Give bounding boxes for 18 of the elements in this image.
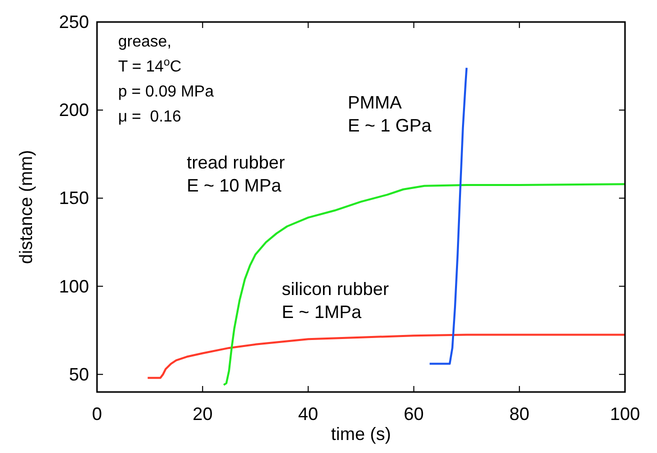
y-tick-label: 100 (58, 276, 89, 296)
y-tick-label: 150 (58, 188, 89, 208)
x-tick-label: 80 (509, 404, 530, 424)
x-tick-label: 100 (610, 404, 640, 424)
series-label: silicon rubber E ~ 1MPa (282, 279, 389, 322)
x-tick-label: 20 (192, 404, 213, 424)
x-tick-label: 40 (298, 404, 318, 424)
y-axis-title: distance (mm) (16, 150, 36, 264)
x-tick-label: 60 (404, 404, 424, 424)
series-label: tread rubber E ~ 10 MPa (186, 152, 285, 196)
x-axis-title: time (s) (331, 424, 391, 444)
y-tick-label: 50 (68, 364, 89, 384)
y-tick-label: 250 (58, 12, 89, 32)
line-series (146, 334, 625, 379)
annotation: grease, T = 14$^{o}$C p = 0.09 MPa μ = 0.16 (118, 33, 214, 126)
series-label: PMMA E ~ 1 GPa (348, 92, 432, 136)
x-tick-label: 0 (92, 404, 102, 424)
y-tick-label: 200 (58, 100, 89, 120)
